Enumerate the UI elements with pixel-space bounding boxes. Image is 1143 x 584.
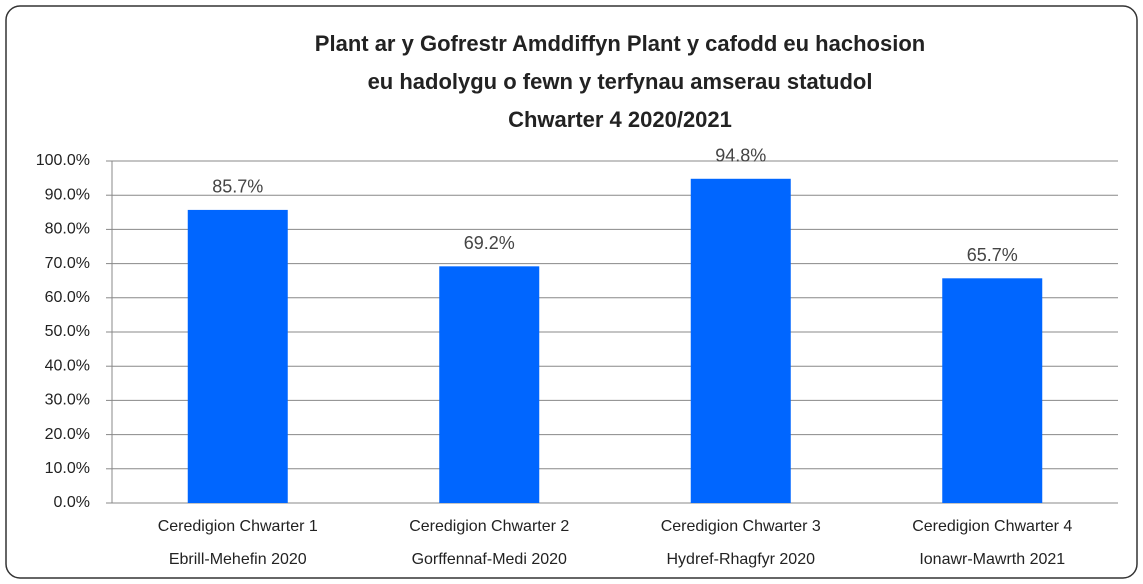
x-tick-label: Ceredigion Chwarter 3 <box>661 518 821 535</box>
y-tick-label: 70.0% <box>45 255 90 272</box>
data-label: 85.7% <box>212 177 263 197</box>
y-tick-label: 90.0% <box>45 186 90 203</box>
x-tick-label: Hydref-Rhagfyr 2020 <box>666 551 815 568</box>
x-tick-label: Gorffennaf-Medi 2020 <box>412 551 567 568</box>
bar <box>942 278 1043 503</box>
x-tick-label: Ceredigion Chwarter 2 <box>409 518 569 535</box>
bar <box>690 178 791 503</box>
y-tick-label: 40.0% <box>45 357 90 374</box>
x-tick-label: Ceredigion Chwarter 4 <box>912 518 1072 535</box>
y-tick-label: 10.0% <box>45 460 90 477</box>
chart-title: Plant ar y Gofrestr Amddiffyn Plant y ca… <box>315 31 925 56</box>
x-tick-label: Ebrill-Mehefin 2020 <box>169 551 307 568</box>
chart-title: Chwarter 4 2020/2021 <box>508 107 732 132</box>
bar <box>439 266 540 503</box>
y-tick-label: 100.0% <box>36 152 90 169</box>
bar <box>187 209 288 503</box>
y-tick-label: 30.0% <box>45 392 90 409</box>
y-tick-label: 80.0% <box>45 221 90 238</box>
data-label: 94.8% <box>715 146 766 166</box>
y-tick-label: 0.0% <box>54 494 90 511</box>
x-tick-label: Ceredigion Chwarter 1 <box>158 518 318 535</box>
x-tick-label: Ionawr-Mawrth 2021 <box>919 551 1065 568</box>
y-tick-label: 20.0% <box>45 426 90 443</box>
data-label: 69.2% <box>464 233 515 253</box>
data-label: 65.7% <box>967 245 1018 265</box>
chart-title: eu hadolygu o fewn y terfynau amserau st… <box>368 69 873 94</box>
y-tick-label: 50.0% <box>45 323 90 340</box>
y-tick-label: 60.0% <box>45 289 90 306</box>
